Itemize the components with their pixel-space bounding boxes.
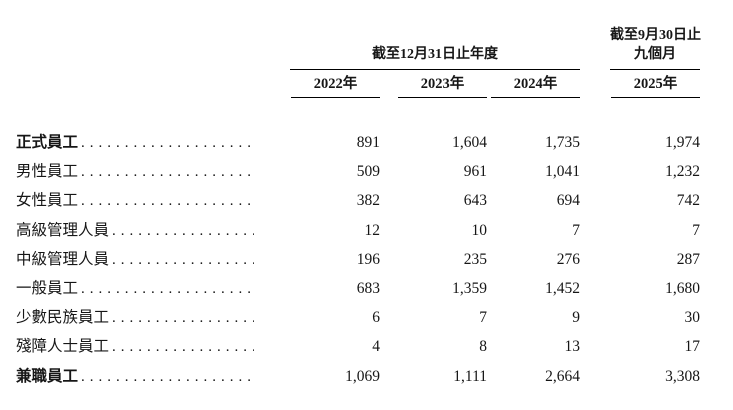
- cell-2022: 196: [356, 250, 380, 268]
- year-header-2022-cell: 2022年: [290, 72, 380, 98]
- col-group-nine-months-wrap: 截至9月30日止 九個月: [580, 26, 701, 70]
- table-row-middle-management: 中級管理人員 .................................…: [16, 245, 700, 274]
- cell-2022: 1,069: [345, 367, 380, 385]
- cell-2023: 235: [463, 250, 487, 268]
- row-label-cell: 兼職員工 ...................................…: [16, 362, 290, 392]
- employee-table: 截至12月31日止年度 截至9月30日止 九個月 2022年 2023年 202…: [16, 12, 701, 391]
- row-label: 兼職員工: [16, 367, 79, 385]
- row-label-cell: 中級管理人員 .................................…: [16, 245, 290, 275]
- dot-leader: ........................................…: [112, 339, 254, 356]
- row-label-cell: 正式員工 ...................................…: [16, 128, 290, 158]
- cell-2022: 12: [364, 221, 381, 239]
- year-header-2025: 2025年: [611, 72, 700, 98]
- cell-2024: 1,735: [545, 134, 580, 151]
- table-row-ethnic-minority: 少數民族員工 .................................…: [16, 303, 700, 332]
- cell-2022: 382: [356, 192, 380, 210]
- cell-2025: 30: [684, 309, 701, 327]
- year-header-2025-cell: 2025年: [580, 72, 700, 98]
- table-row-full-time: 正式員工 ...................................…: [16, 128, 700, 157]
- year-header-2024: 2024年: [491, 72, 580, 98]
- cell-2022: 6: [372, 309, 380, 327]
- table-row-general-staff: 一般員工 ...................................…: [16, 274, 700, 303]
- row-label: 一般員工: [16, 279, 79, 297]
- cell-2024: 7: [572, 221, 580, 239]
- year-header-2024-cell: 2024年: [487, 72, 580, 98]
- dot-leader: ........................................…: [112, 222, 254, 239]
- dot-leader: ........................................…: [81, 164, 254, 181]
- row-label: 少數民族員工: [16, 309, 110, 327]
- cell-2022: 891: [356, 134, 380, 151]
- dot-leader: ........................................…: [81, 280, 254, 297]
- cell-2022: 4: [372, 338, 380, 356]
- cell-2024: 13: [564, 338, 581, 356]
- year-header-2023: 2023年: [398, 72, 487, 98]
- cell-2024: 2,664: [545, 367, 580, 385]
- row-label-cell: 高級管理人員 .................................…: [16, 216, 290, 246]
- cell-2025: 1,974: [665, 134, 700, 151]
- row-label: 高級管理人員: [16, 221, 110, 239]
- row-label: 殘障人士員工: [16, 338, 110, 356]
- cell-2025: 3,308: [665, 367, 700, 385]
- col-group-nine-months-sep30: 截至9月30日止 九個月: [610, 26, 701, 70]
- col-group-line2: 九個月: [634, 47, 676, 62]
- table-row-part-time: 兼職員工 ...................................…: [16, 362, 700, 391]
- row-label-cell: 男性員工 ...................................…: [16, 157, 290, 187]
- row-label-cell: 殘障人士員工 .................................…: [16, 332, 290, 362]
- cell-2025: 1,680: [665, 279, 700, 297]
- cell-2023: 7: [479, 309, 487, 327]
- dot-leader: ........................................…: [81, 193, 254, 210]
- cell-2023: 10: [471, 221, 488, 239]
- row-label-cell: 少數民族員工 .................................…: [16, 303, 290, 333]
- cell-2023: 961: [463, 163, 487, 181]
- col-group-line1: 截至9月30日止: [610, 28, 701, 43]
- dot-leader: ........................................…: [81, 368, 254, 385]
- year-header-2023-cell: 2023年: [380, 72, 487, 98]
- table-row-senior-management: 高級管理人員 .................................…: [16, 216, 700, 245]
- header-body-gap: [16, 98, 700, 128]
- row-label: 男性員工: [16, 163, 79, 181]
- column-group-header-row: 截至12月31日止年度 截至9月30日止 九個月: [16, 12, 701, 70]
- cell-2023: 643: [463, 192, 487, 210]
- table-row-disabled: 殘障人士員工 .................................…: [16, 332, 700, 361]
- cell-2025: 17: [684, 338, 701, 356]
- cell-2025: 287: [676, 250, 700, 268]
- cell-2024: 1,452: [545, 279, 580, 297]
- col-group-year-ended-dec31: 截至12月31日止年度: [290, 45, 580, 70]
- row-label-cell: 女性員工 ...................................…: [16, 186, 290, 216]
- dot-leader: ........................................…: [112, 251, 254, 268]
- cell-2025: 742: [676, 192, 700, 210]
- year-header-row: 2022年 2023年 2024年 2025年: [16, 70, 700, 98]
- cell-2023: 1,111: [453, 367, 487, 385]
- cell-2023: 8: [479, 338, 487, 356]
- cell-2024: 694: [556, 192, 580, 210]
- table-row-female: 女性員工 ...................................…: [16, 186, 700, 215]
- row-label: 中級管理人員: [16, 250, 110, 268]
- row-label-cell: 一般員工 ...................................…: [16, 274, 290, 304]
- cell-2024: 9: [572, 309, 580, 327]
- cell-2022: 683: [356, 279, 380, 297]
- table-row-male: 男性員工 ...................................…: [16, 157, 700, 186]
- dot-leader: ........................................…: [112, 310, 254, 327]
- year-header-2022: 2022年: [291, 72, 380, 98]
- cell-2022: 509: [356, 163, 380, 181]
- cell-2023: 1,359: [452, 279, 487, 297]
- cell-2024: 1,041: [545, 163, 580, 181]
- cell-2025: 1,232: [665, 163, 700, 181]
- cell-2025: 7: [692, 221, 700, 239]
- dot-leader: ........................................…: [81, 135, 254, 151]
- row-label: 正式員工: [16, 134, 79, 151]
- cell-2023: 1,604: [452, 134, 487, 151]
- row-label: 女性員工: [16, 192, 79, 210]
- cell-2024: 276: [556, 250, 580, 268]
